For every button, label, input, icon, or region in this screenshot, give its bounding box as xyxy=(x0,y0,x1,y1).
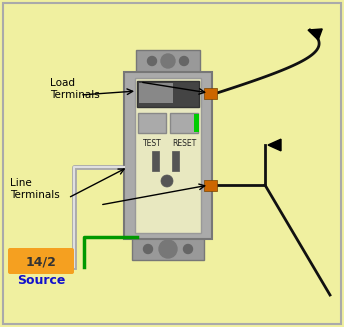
Bar xyxy=(132,238,204,260)
FancyBboxPatch shape xyxy=(8,248,74,274)
Text: RESET: RESET xyxy=(172,139,196,148)
Bar xyxy=(170,113,198,133)
Bar xyxy=(124,72,212,239)
Bar xyxy=(204,180,217,191)
Circle shape xyxy=(180,57,189,65)
Circle shape xyxy=(161,175,173,187)
Polygon shape xyxy=(308,29,322,40)
Text: TEST: TEST xyxy=(143,139,161,148)
Bar xyxy=(137,81,199,107)
Bar xyxy=(152,151,159,171)
Bar xyxy=(204,88,217,99)
Circle shape xyxy=(183,245,193,253)
Polygon shape xyxy=(14,261,27,273)
Circle shape xyxy=(161,54,175,68)
Text: Source: Source xyxy=(17,273,65,286)
Text: 14/2: 14/2 xyxy=(25,255,56,268)
Circle shape xyxy=(143,245,152,253)
Bar xyxy=(138,113,166,133)
Text: Load
Terminals: Load Terminals xyxy=(50,78,100,100)
Bar xyxy=(136,50,200,72)
Bar xyxy=(135,78,201,233)
Polygon shape xyxy=(268,139,281,151)
Circle shape xyxy=(159,240,177,258)
Circle shape xyxy=(148,57,157,65)
Bar xyxy=(194,114,199,132)
Bar xyxy=(139,83,173,103)
Text: Line
Terminals: Line Terminals xyxy=(10,178,60,200)
Bar xyxy=(172,151,179,171)
